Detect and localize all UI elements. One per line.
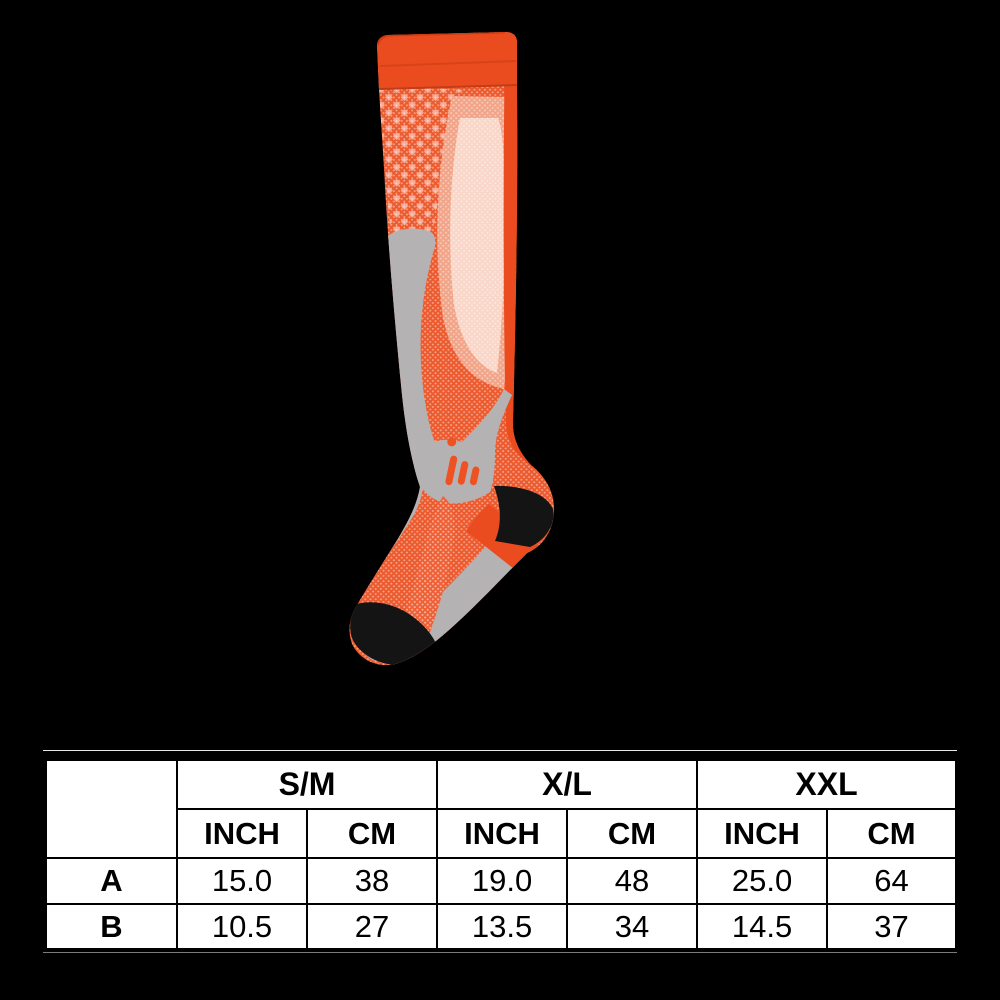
value-a-sm-cm: 38 [305, 857, 439, 905]
unit-header-sm-cm: CM [305, 808, 439, 859]
unit-header-xxl-inch: INCH [696, 808, 829, 859]
sock-grey-ankle-panel [417, 389, 512, 504]
row-label-a: A [44, 857, 178, 905]
sock-toe-cap [350, 602, 440, 665]
value-b-xxl-cm: 37 [826, 903, 959, 951]
value-b-xxl-inch: 14.5 [696, 903, 829, 951]
value-a-xl-inch: 19.0 [436, 857, 569, 905]
value-a-xxl-inch: 25.0 [696, 857, 829, 905]
sock-heel-cap [494, 485, 554, 547]
value-a-xl-cm: 48 [566, 857, 699, 905]
size-chart: S/M X/L XXL INCH CM INCH CM INCH CM A 15… [43, 750, 960, 953]
sock-back-seam-strip [503, 42, 534, 468]
size-header-sm: S/M [175, 755, 439, 810]
corner-cell [44, 755, 178, 859]
row-label-b: B [44, 903, 178, 951]
unit-header-xl-cm: CM [566, 808, 699, 859]
sock-cuff-top-edge [375, 32, 506, 46]
unit-header-xl-inch: INCH [436, 808, 569, 859]
sock-cuff-seam [379, 60, 517, 67]
value-b-sm-cm: 27 [305, 903, 439, 951]
size-header-xl: X/L [436, 755, 699, 810]
sock-cuff-bottom-shade [378, 84, 518, 90]
sock-product-image [349, 32, 555, 666]
size-chart-table: S/M X/L XXL INCH CM INCH CM INCH CM A 15… [43, 751, 960, 952]
sock-cuff [377, 32, 517, 90]
value-a-sm-inch: 15.0 [176, 857, 308, 905]
value-b-xl-cm: 34 [566, 903, 699, 951]
unit-header-sm-inch: INCH [176, 808, 308, 859]
value-a-xxl-cm: 64 [826, 857, 959, 905]
table-row-a: A 15.0 38 19.0 48 25.0 64 [44, 857, 959, 905]
value-b-xl-inch: 13.5 [436, 903, 569, 951]
table-row-b: B 10.5 27 13.5 34 14.5 37 [44, 903, 959, 951]
unit-header-xxl-cm: CM [826, 808, 959, 859]
sock-dot-mesh-texture [349, 32, 555, 666]
sock-logo-icon [445, 437, 480, 486]
product-stage [349, 32, 555, 666]
value-b-sm-inch: 10.5 [176, 903, 308, 951]
size-header-xxl: XXL [696, 755, 959, 810]
